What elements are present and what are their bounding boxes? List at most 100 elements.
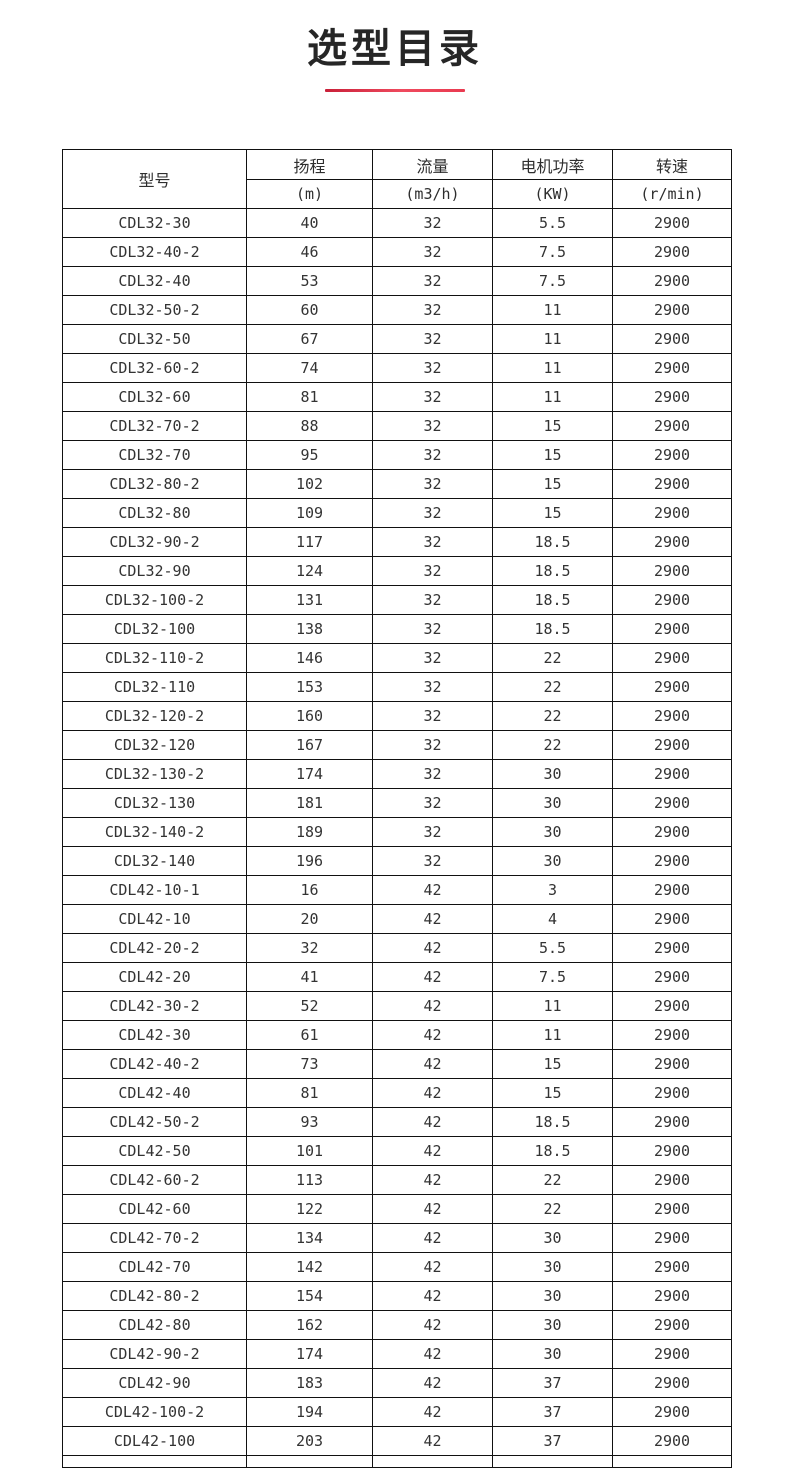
- power-cell: 18.5: [492, 585, 613, 615]
- column-header-head: 扬程: [246, 149, 373, 180]
- column-header-motor-power: 电机功率: [492, 149, 613, 180]
- head-cell: 153: [246, 672, 373, 702]
- model-cell: CDL32-90: [62, 556, 247, 586]
- head-cell: 134: [246, 1223, 373, 1253]
- power-cell: 7.5: [492, 962, 613, 992]
- head-cell: 183: [246, 1368, 373, 1398]
- flow-cell: 32: [372, 701, 493, 731]
- speed-cell: 2900: [612, 1223, 732, 1253]
- model-cell: CDL32-110-2: [62, 643, 247, 673]
- speed-cell: 2900: [612, 556, 732, 586]
- power-cell: 37: [492, 1397, 613, 1427]
- speed-cell: 2900: [612, 469, 732, 499]
- flow-cell: 42: [372, 1339, 493, 1369]
- model-cell: CDL32-30: [62, 208, 247, 238]
- model-cell: CDL42-10: [62, 904, 247, 934]
- model-cell: CDL42-20-2: [62, 933, 247, 963]
- speed-cell: 2900: [612, 1194, 732, 1224]
- head-cell: 142: [246, 1252, 373, 1282]
- table-row: CDL42-60-2 113 42 22 2900: [62, 1165, 732, 1195]
- model-cell: CDL32-130-2: [62, 759, 247, 789]
- column-header-flow: 流量: [372, 149, 493, 180]
- head-cell: 167: [246, 730, 373, 760]
- head-cell: 81: [246, 1078, 373, 1108]
- power-cell: 30: [492, 759, 613, 789]
- flow-cell: 32: [372, 846, 493, 876]
- head-cell: 162: [246, 1310, 373, 1340]
- head-cell: 20: [246, 904, 373, 934]
- empty-cell: [492, 1455, 613, 1468]
- speed-cell: 2900: [612, 1020, 732, 1050]
- table-row: CDL42-50 101 42 18.5 2900: [62, 1136, 732, 1166]
- head-cell: 74: [246, 353, 373, 383]
- flow-cell: 32: [372, 208, 493, 238]
- model-cell: CDL42-100: [62, 1426, 247, 1456]
- head-cell: 160: [246, 701, 373, 731]
- speed-cell: 2900: [612, 759, 732, 789]
- page-title: 选型目录: [307, 26, 483, 72]
- flow-cell: 42: [372, 1281, 493, 1311]
- power-cell: 22: [492, 730, 613, 760]
- header-label-row: 型号 扬程 流量 电机功率 转速: [62, 149, 732, 209]
- model-cell: CDL32-40-2: [62, 237, 247, 267]
- power-cell: 7.5: [492, 237, 613, 267]
- head-cell: 73: [246, 1049, 373, 1079]
- model-cell: CDL42-100-2: [62, 1397, 247, 1427]
- head-cell: 109: [246, 498, 373, 528]
- empty-cell: [62, 1455, 247, 1468]
- flow-cell: 32: [372, 295, 493, 325]
- title-underline-decoration: [325, 89, 465, 92]
- table-row: CDL32-70 95 32 15 2900: [62, 440, 732, 470]
- power-cell: 11: [492, 295, 613, 325]
- table-body: CDL32-30 40 32 5.5 2900 CDL32-40-2 46 32 7.5 2900…: [62, 208, 732, 1468]
- head-cell: 124: [246, 556, 373, 586]
- model-cell: CDL32-120: [62, 730, 247, 760]
- speed-cell: 2900: [612, 295, 732, 325]
- model-cell: CDL42-50-2: [62, 1107, 247, 1137]
- head-cell: 203: [246, 1426, 373, 1456]
- power-cell: 11: [492, 1020, 613, 1050]
- head-cell: 181: [246, 788, 373, 818]
- head-cell: 40: [246, 208, 373, 238]
- table-row: CDL32-110-2 146 32 22 2900: [62, 643, 732, 673]
- flow-cell: 42: [372, 1223, 493, 1253]
- power-cell: 30: [492, 788, 613, 818]
- table-row: CDL42-10-1 16 42 3 2900: [62, 875, 732, 905]
- model-cell: CDL32-60: [62, 382, 247, 412]
- table-row: CDL32-80-2 102 32 15 2900: [62, 469, 732, 499]
- power-cell: 11: [492, 353, 613, 383]
- table-header: 型号 扬程 流量 电机功率 转速 (m) (m3/h) (KW) (r/min): [62, 149, 732, 209]
- speed-cell: 2900: [612, 875, 732, 905]
- table-row: CDL42-30 61 42 11 2900: [62, 1020, 732, 1050]
- head-cell: 41: [246, 962, 373, 992]
- column-header-speed: 转速: [612, 149, 732, 180]
- table-row: CDL32-140-2 189 32 30 2900: [62, 817, 732, 847]
- model-cell: CDL42-30-2: [62, 991, 247, 1021]
- power-cell: 15: [492, 411, 613, 441]
- speed-cell: 2900: [612, 266, 732, 296]
- flow-cell: 42: [372, 875, 493, 905]
- head-cell: 131: [246, 585, 373, 615]
- model-cell: CDL42-50: [62, 1136, 247, 1166]
- power-cell: 18.5: [492, 527, 613, 557]
- speed-cell: 2900: [612, 1049, 732, 1079]
- flow-cell: 32: [372, 382, 493, 412]
- flow-cell: 42: [372, 1194, 493, 1224]
- flow-cell: 32: [372, 788, 493, 818]
- table-row: CDL42-20 41 42 7.5 2900: [62, 962, 732, 992]
- table-row: CDL32-50 67 32 11 2900: [62, 324, 732, 354]
- empty-cell: [612, 1455, 732, 1468]
- header-unit-row: (m) (m3/h) (KW) (r/min): [63, 179, 732, 209]
- flow-cell: 32: [372, 440, 493, 470]
- power-cell: 30: [492, 1281, 613, 1311]
- speed-cell: 2900: [612, 643, 732, 673]
- speed-cell: 2900: [612, 991, 732, 1021]
- model-cell: CDL32-50: [62, 324, 247, 354]
- speed-cell: 2900: [612, 1165, 732, 1195]
- head-cell: 32: [246, 933, 373, 963]
- speed-cell: 2900: [612, 527, 732, 557]
- power-cell: 18.5: [492, 1107, 613, 1137]
- speed-cell: 2900: [612, 846, 732, 876]
- power-cell: 11: [492, 382, 613, 412]
- head-cell: 60: [246, 295, 373, 325]
